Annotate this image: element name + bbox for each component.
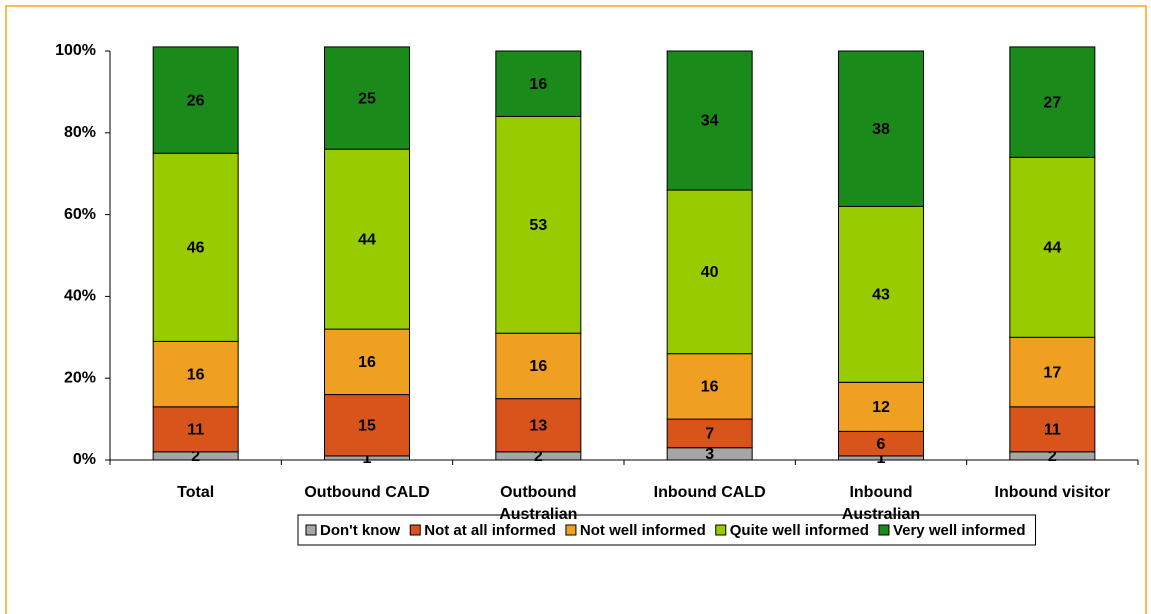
data-label: 7 — [705, 426, 714, 443]
bar-segment — [1009, 336, 1096, 408]
bar-segment — [838, 430, 924, 457]
data-label: 3 — [705, 446, 714, 463]
legend-swatch — [409, 524, 421, 536]
data-label: 2 — [191, 448, 200, 465]
data-label: 16 — [358, 354, 376, 371]
data-label: 6 — [877, 436, 886, 453]
x-tick-label: Inbound CALD — [654, 484, 766, 501]
data-label: 44 — [1043, 240, 1061, 257]
data-label: 2 — [534, 448, 543, 465]
data-label: 43 — [872, 287, 890, 304]
data-label: 34 — [701, 113, 719, 130]
legend-label: Not at all informed — [424, 522, 556, 539]
y-tick-label: 40% — [64, 288, 96, 305]
bar-segment — [838, 381, 924, 432]
data-label: 13 — [529, 417, 547, 434]
data-label: 16 — [529, 76, 547, 93]
data-label: 25 — [358, 90, 376, 107]
bar-segment — [324, 328, 410, 396]
legend-swatch — [878, 524, 890, 536]
bar-segment — [1009, 46, 1096, 158]
bar-segment — [666, 418, 753, 449]
bar-segment — [324, 148, 410, 330]
data-label: 1 — [363, 450, 372, 467]
x-tick-label: Inbound Australian — [842, 484, 920, 523]
bar-segment — [495, 115, 582, 334]
bar-segment — [324, 46, 410, 150]
legend-label: Very well informed — [893, 522, 1026, 539]
data-label: 40 — [701, 264, 719, 281]
data-label: 46 — [187, 240, 205, 257]
data-label: 38 — [872, 121, 890, 138]
data-label: 16 — [187, 366, 205, 383]
bar-segment — [1009, 406, 1096, 453]
legend-label: Quite well informed — [730, 522, 869, 539]
bar-segment — [838, 50, 924, 207]
data-label: 1 — [877, 450, 886, 467]
legend-swatch — [305, 524, 317, 536]
bar-segment — [666, 50, 753, 191]
bar-segment — [838, 205, 924, 383]
data-label: 2 — [1048, 448, 1057, 465]
frame — [5, 5, 1147, 614]
data-label: 27 — [1043, 94, 1061, 111]
x-tick-label-line: Inbound — [849, 484, 912, 501]
data-label: 12 — [872, 399, 890, 416]
legend: Don't know Not at all informed Not well in… — [305, 522, 1026, 539]
data-label: 15 — [358, 417, 376, 434]
y-tick-label: 100% — [55, 42, 96, 59]
bar-segment — [495, 50, 582, 117]
bar-segment — [495, 332, 582, 400]
y-tick-label: 0% — [73, 451, 96, 468]
y-tick-label: 80% — [64, 124, 96, 141]
bar-segment — [324, 394, 410, 457]
legend-label: Don't know — [320, 522, 401, 539]
data-label: 11 — [187, 422, 204, 439]
data-label: 17 — [1043, 364, 1061, 381]
x-tick-label: Outbound Australian — [499, 484, 577, 523]
data-label: 16 — [529, 358, 547, 375]
bar-segment — [152, 46, 239, 154]
x-tick-label: Inbound visitor — [995, 484, 1111, 501]
legend-swatch — [565, 524, 577, 536]
legend-swatch — [715, 524, 727, 536]
y-tick-label: 60% — [64, 206, 96, 223]
legend-label: Not well informed — [580, 522, 706, 539]
data-label: 11 — [1044, 422, 1061, 439]
bar-segment — [495, 398, 582, 453]
bar-segment — [666, 189, 753, 355]
y-tick-label: 20% — [64, 369, 96, 386]
data-label: 44 — [358, 231, 376, 248]
x-tick-label: Outbound CALD — [304, 484, 429, 501]
data-label: 26 — [187, 92, 205, 109]
x-tick-label: Total — [177, 484, 214, 501]
x-tick-label-line: Outbound — [500, 484, 576, 501]
data-label: 16 — [701, 379, 719, 396]
bar-segment — [666, 353, 753, 420]
legend-box — [297, 514, 1036, 546]
data-label: 53 — [529, 217, 547, 234]
